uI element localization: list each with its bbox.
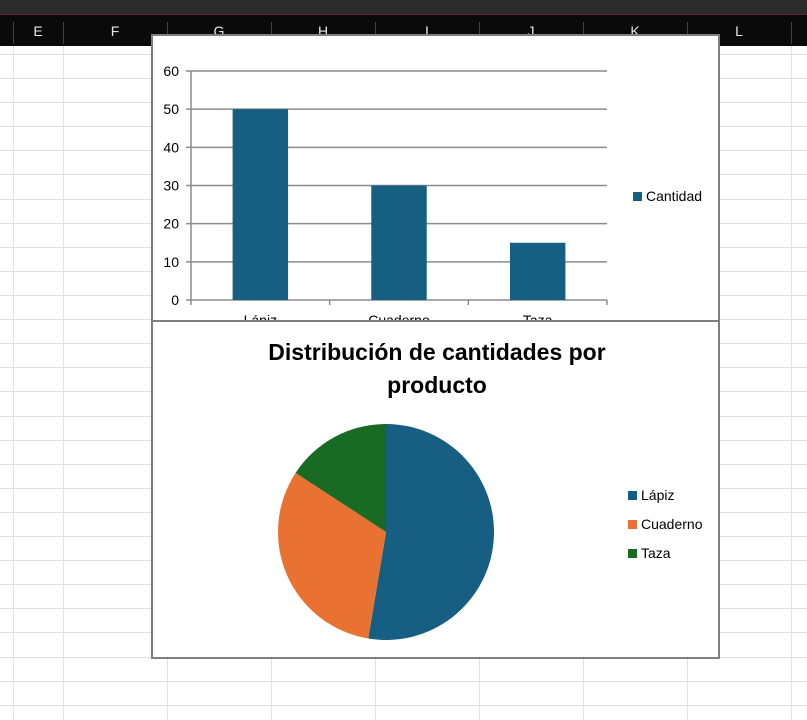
grid-column-line xyxy=(63,46,64,720)
column-separator[interactable] xyxy=(167,22,168,44)
column-separator[interactable] xyxy=(479,22,480,44)
legend-label: Cantidad xyxy=(646,188,702,204)
column-separator[interactable] xyxy=(271,22,272,44)
y-tick-label: 50 xyxy=(163,101,179,117)
column-separator[interactable] xyxy=(13,22,14,44)
x-tick-label: Cuaderno xyxy=(368,312,430,321)
y-tick-label: 30 xyxy=(163,178,179,194)
legend-swatch xyxy=(633,192,642,201)
x-tick-label: Taza xyxy=(523,312,553,321)
grid-row-line xyxy=(0,705,807,706)
y-tick-label: 0 xyxy=(171,292,179,308)
column-header-k[interactable]: K xyxy=(630,22,640,39)
pie-chart-svg: Distribución de cantidades por producto Lá… xyxy=(268,339,703,640)
column-header-l[interactable]: L xyxy=(735,22,743,39)
column-separator[interactable] xyxy=(63,22,64,44)
grid-column-line xyxy=(13,46,14,720)
bar-chart[interactable]: 0 10 20 30 40 50 60 Lápiz Cuaderno Taza Cantidad xyxy=(151,34,720,323)
column-separator[interactable] xyxy=(791,22,792,44)
pie-slice[interactable] xyxy=(277,472,386,639)
bar[interactable] xyxy=(232,109,289,301)
column-header-j[interactable]: J xyxy=(527,22,535,39)
legend-label: Cuaderno xyxy=(641,516,703,532)
legend-label: Lápiz xyxy=(641,487,674,503)
y-tick-label: 40 xyxy=(163,139,179,155)
column-header-h[interactable]: H xyxy=(317,22,329,39)
column-separator[interactable] xyxy=(583,22,584,44)
x-tick-label: Lápiz xyxy=(244,312,277,321)
pie-slice[interactable] xyxy=(368,424,495,640)
column-separator[interactable] xyxy=(687,22,688,44)
y-tick-label: 20 xyxy=(163,216,179,232)
column-header-g[interactable]: G xyxy=(213,22,225,39)
y-tick-label: 10 xyxy=(163,254,179,270)
legend-swatch xyxy=(628,491,637,500)
column-header-e[interactable]: E xyxy=(33,22,43,39)
bar[interactable] xyxy=(371,185,427,301)
chart-title: producto xyxy=(387,372,487,398)
pie-slice[interactable] xyxy=(295,424,386,532)
legend-label: Taza xyxy=(641,545,671,561)
bar-chart-svg: 0 10 20 30 40 50 60 Lápiz Cuaderno Taza Cantidad xyxy=(163,63,702,321)
column-header-f[interactable]: F xyxy=(110,22,120,39)
y-tick-label: 60 xyxy=(163,63,179,79)
pie-chart[interactable]: Distribución de cantidades por producto Lá… xyxy=(151,320,720,659)
chart-title: Distribución de cantidades por xyxy=(268,339,605,365)
title-bar xyxy=(0,0,807,14)
grid-column-line xyxy=(791,46,792,720)
title-bar-accent xyxy=(0,14,807,15)
column-header-i[interactable]: I xyxy=(425,22,429,39)
legend-swatch xyxy=(628,520,637,529)
bar[interactable] xyxy=(509,242,566,300)
column-separator[interactable] xyxy=(375,22,376,44)
grid-row-line xyxy=(0,681,807,682)
legend-swatch xyxy=(628,549,637,558)
